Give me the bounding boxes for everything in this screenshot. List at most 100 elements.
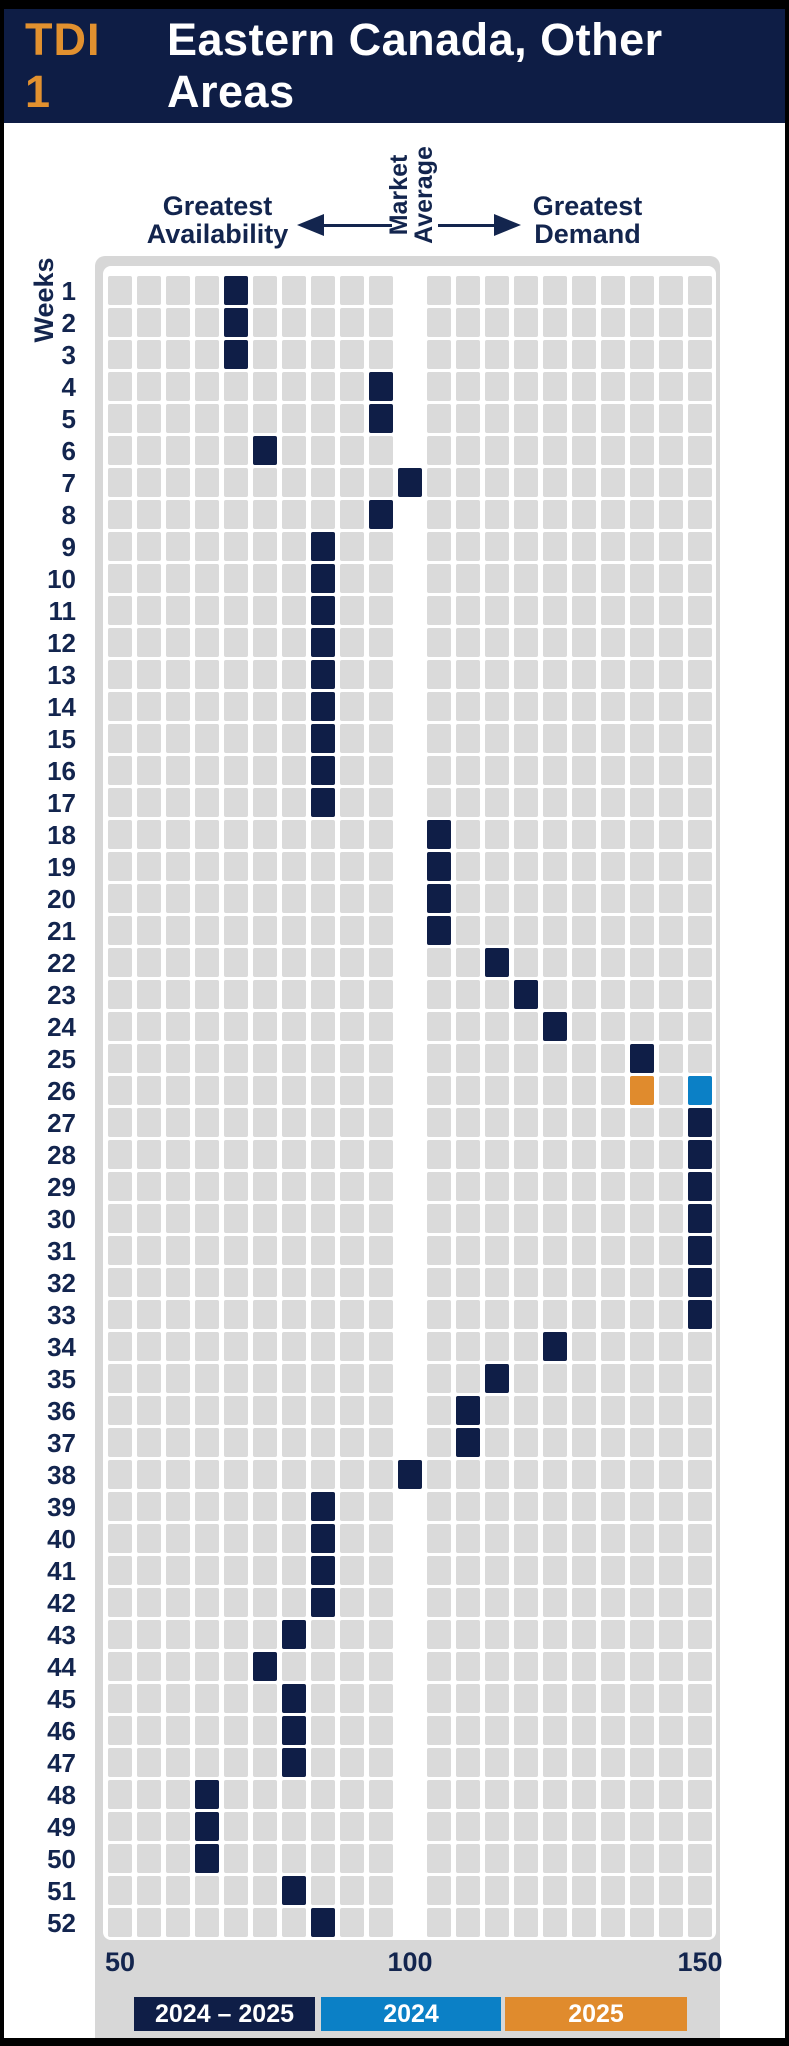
grid-cell xyxy=(224,1172,248,1201)
grid-cell xyxy=(688,820,712,849)
grid-cell xyxy=(137,372,161,401)
data-cell-week-47-2024-2025 xyxy=(282,1748,306,1777)
grid-cell xyxy=(224,1140,248,1169)
grid-cell xyxy=(427,1812,451,1841)
grid-cell xyxy=(137,1396,161,1425)
grid-cell xyxy=(659,1172,683,1201)
grid-cell xyxy=(282,1844,306,1873)
grid-cell xyxy=(369,1556,393,1585)
grid-cell xyxy=(543,1844,567,1873)
grid-cell xyxy=(108,340,132,369)
grid-cell xyxy=(456,1044,480,1073)
grid-cell xyxy=(195,276,219,305)
grid-cell xyxy=(514,468,538,497)
grid-cell xyxy=(485,1044,509,1073)
grid-cell xyxy=(137,1076,161,1105)
grid-cell xyxy=(253,1748,277,1777)
grid-cell xyxy=(108,468,132,497)
grid-cell xyxy=(166,1332,190,1361)
grid-cell xyxy=(311,1428,335,1457)
header-bar: TDI 1 Eastern Canada, Other Areas xyxy=(4,9,785,123)
left-arrow-line xyxy=(322,224,392,227)
right-arrow-line xyxy=(438,224,500,227)
grid-cell xyxy=(543,852,567,881)
grid-cell xyxy=(369,1812,393,1841)
grid-cell xyxy=(195,980,219,1009)
grid-cell xyxy=(688,1044,712,1073)
grid-cell xyxy=(456,500,480,529)
grid-cell xyxy=(572,628,596,657)
grid-cell xyxy=(514,788,538,817)
grid-cell xyxy=(253,276,277,305)
week-label-7: 7 xyxy=(61,467,76,498)
data-cell-week-11-2024-2025 xyxy=(311,596,335,625)
grid-cell xyxy=(543,1460,567,1489)
grid-cell xyxy=(485,468,509,497)
grid-cell xyxy=(195,1524,219,1553)
grid-cell xyxy=(282,1812,306,1841)
grid-cell xyxy=(253,340,277,369)
grid-cell xyxy=(456,1620,480,1649)
grid-cell xyxy=(340,756,364,785)
grid-cell xyxy=(456,340,480,369)
grid-cell xyxy=(456,1076,480,1105)
grid-cell xyxy=(282,564,306,593)
grid-cell xyxy=(369,1716,393,1745)
grid-cell xyxy=(282,1524,306,1553)
data-cell-week-17-2024-2025 xyxy=(311,788,335,817)
grid-cell xyxy=(224,1236,248,1265)
data-cell-week-9-2024-2025 xyxy=(311,532,335,561)
grid-cell xyxy=(108,1012,132,1041)
grid-cell xyxy=(659,980,683,1009)
grid-cell xyxy=(572,788,596,817)
grid-cell xyxy=(630,1428,654,1457)
grid-cell xyxy=(485,564,509,593)
grid-cell xyxy=(195,1716,219,1745)
grid-cell xyxy=(601,1140,625,1169)
grid-cell xyxy=(601,1460,625,1489)
grid-cell xyxy=(137,1524,161,1553)
grid-cell xyxy=(659,1396,683,1425)
grid-cell xyxy=(601,1332,625,1361)
grid-cell xyxy=(340,436,364,465)
grid-cell xyxy=(369,852,393,881)
grid-cell xyxy=(195,884,219,913)
grid-cell xyxy=(340,1716,364,1745)
grid-cell xyxy=(369,756,393,785)
grid-cell xyxy=(282,308,306,337)
grid-cell xyxy=(369,532,393,561)
grid-cell xyxy=(543,1428,567,1457)
grid-cell xyxy=(514,1396,538,1425)
grid-cell xyxy=(137,1844,161,1873)
week-label-38: 38 xyxy=(47,1459,76,1490)
grid-cell xyxy=(108,1108,132,1137)
grid-cell xyxy=(224,724,248,753)
grid-cell xyxy=(166,1204,190,1233)
data-cell-week-19-2024-2025 xyxy=(427,852,451,881)
grid-cell xyxy=(514,1428,538,1457)
grid-cell xyxy=(253,1492,277,1521)
grid-cell xyxy=(282,1108,306,1137)
grid-cell xyxy=(195,788,219,817)
grid-cell xyxy=(601,1076,625,1105)
data-cell-week-28-2024-2025 xyxy=(688,1140,712,1169)
data-cell-week-32-2024-2025 xyxy=(688,1268,712,1297)
grid-cell xyxy=(514,1140,538,1169)
grid-cell xyxy=(688,372,712,401)
data-cell-week-48-2024-2025 xyxy=(195,1780,219,1809)
grid-cell xyxy=(282,1140,306,1169)
grid-cell xyxy=(166,1140,190,1169)
grid-cell xyxy=(572,436,596,465)
grid-cell xyxy=(543,1236,567,1265)
grid-cell xyxy=(456,724,480,753)
grid-cell xyxy=(659,1076,683,1105)
grid-cell xyxy=(427,1332,451,1361)
grid-cell xyxy=(369,1300,393,1329)
week-label-27: 27 xyxy=(47,1107,76,1138)
left-arrow-icon xyxy=(297,214,324,236)
grid-cell xyxy=(282,468,306,497)
grid-cell xyxy=(688,1012,712,1041)
grid-cell xyxy=(601,1620,625,1649)
grid-cell xyxy=(456,1332,480,1361)
grid-cell xyxy=(514,628,538,657)
